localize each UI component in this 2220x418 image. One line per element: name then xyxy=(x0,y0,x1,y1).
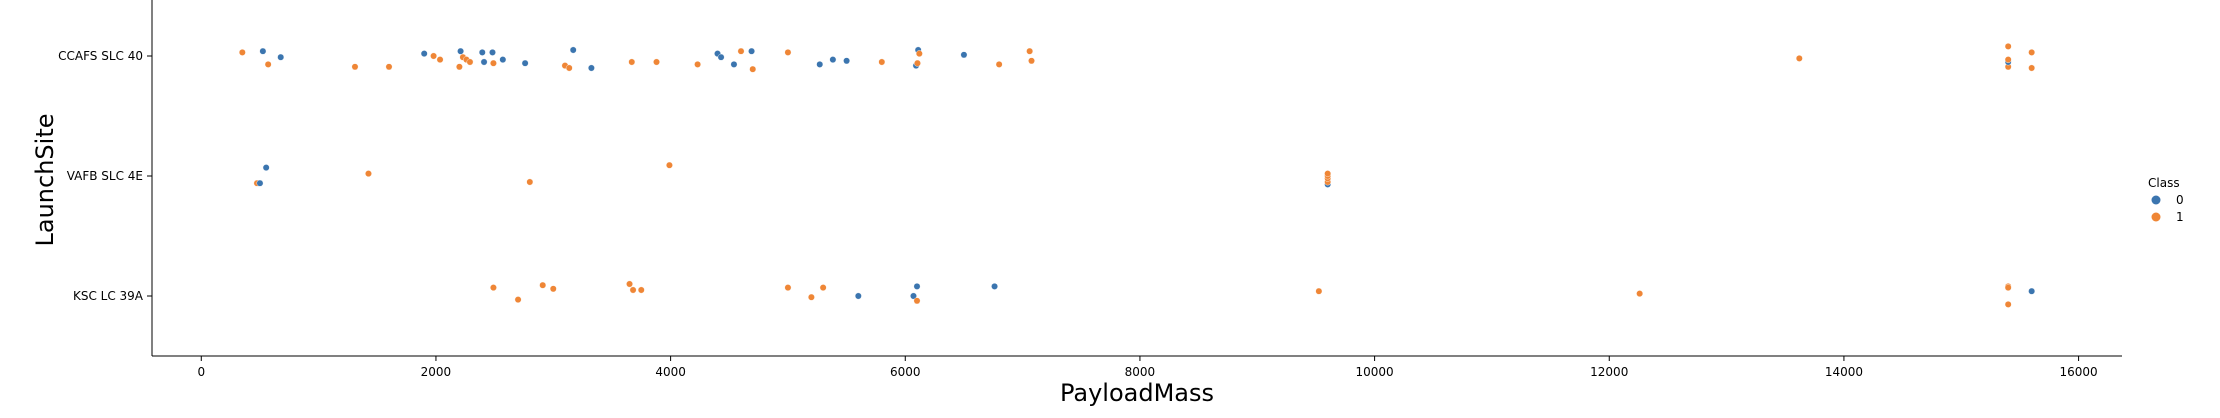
legend-label: 0 xyxy=(2176,193,2184,207)
data-point-class-1 xyxy=(549,285,557,293)
data-point-class-1 xyxy=(456,63,463,71)
x-tick-label: 8000 xyxy=(1125,365,1156,379)
data-point-class-0 xyxy=(499,56,507,63)
data-point-class-1 xyxy=(385,63,393,71)
data-point-class-1 xyxy=(784,284,792,291)
data-point-class-1 xyxy=(1315,287,1323,295)
data-point-class-0 xyxy=(256,179,264,187)
data-point-class-1 xyxy=(878,58,886,66)
data-point-class-0 xyxy=(262,164,270,172)
legend-marker-1 xyxy=(2151,212,2161,222)
data-point-class-1 xyxy=(628,58,636,66)
data-point-class-1 xyxy=(749,65,757,73)
data-point-class-1 xyxy=(913,297,921,305)
data-point-class-1 xyxy=(2004,56,2012,63)
data-point-class-0 xyxy=(960,51,968,59)
data-point-class-1 xyxy=(565,64,573,72)
data-point-class-1 xyxy=(737,47,745,55)
data-point-class-0 xyxy=(489,49,496,56)
plot-area: 0 2000 4000 6000 8000 10000 12000 14000 16000 CC… xyxy=(58,0,2122,379)
data-point-class-1 xyxy=(430,52,437,60)
legend: Class 0 1 xyxy=(2148,176,2184,224)
legend-title: Class xyxy=(2148,176,2180,190)
data-point-class-0 xyxy=(2028,287,2036,295)
data-point-class-1 xyxy=(264,61,272,68)
data-point-class-1 xyxy=(637,286,645,294)
data-point-class-0 xyxy=(569,46,577,54)
data-point-class-0 xyxy=(910,292,917,300)
data-point-class-1 xyxy=(629,286,637,294)
y-tick-label: CCAFS SLC 40 xyxy=(58,49,143,63)
data-point-class-1 xyxy=(490,284,497,291)
data-point-class-0 xyxy=(816,61,824,68)
y-ticks: CCAFS SLC 40 VAFB SLC 4E KSC LC 39A xyxy=(58,49,152,303)
x-tick-label: 0 xyxy=(197,365,205,379)
data-point-class-1 xyxy=(238,49,246,56)
data-point-class-1 xyxy=(1324,170,1332,178)
x-tick-label: 4000 xyxy=(655,365,686,379)
data-point-class-0 xyxy=(717,53,725,61)
data-point-class-0 xyxy=(843,57,851,65)
x-tick-label: 6000 xyxy=(890,365,921,379)
data-point-class-0 xyxy=(854,292,862,300)
data-point-class-1 xyxy=(653,58,660,66)
data-point-class-0 xyxy=(991,282,998,290)
data-point-class-1 xyxy=(808,293,815,301)
legend-label: 1 xyxy=(2176,210,2184,224)
data-point-class-1 xyxy=(694,61,701,68)
data-point-class-0 xyxy=(478,49,486,56)
data-point-class-1 xyxy=(995,61,1003,68)
data-point-class-1 xyxy=(365,170,372,178)
data-point-class-1 xyxy=(2004,284,2012,291)
data-point-class-1 xyxy=(2004,300,2012,308)
data-point-class-1 xyxy=(2028,49,2036,56)
data-point-class-1 xyxy=(436,56,444,63)
data-point-class-1 xyxy=(466,58,474,66)
x-tick-label: 14000 xyxy=(1825,365,1863,379)
data-point-class-0 xyxy=(259,47,267,55)
data-point-class-0 xyxy=(913,282,921,290)
data-point-class-1 xyxy=(2028,64,2036,72)
data-point-class-1 xyxy=(351,63,359,71)
data-points xyxy=(238,43,2036,308)
x-ticks: 0 2000 4000 6000 8000 10000 12000 14000 16000 xyxy=(197,356,2098,379)
y-axis-title: LaunchSite xyxy=(31,114,59,247)
data-point-class-0 xyxy=(730,61,738,68)
data-point-class-1 xyxy=(1795,55,1803,62)
data-point-class-0 xyxy=(277,53,285,61)
data-point-class-0 xyxy=(829,56,837,63)
data-point-class-0 xyxy=(748,47,755,55)
data-point-class-1 xyxy=(2004,43,2012,50)
y-tick-label: KSC LC 39A xyxy=(73,289,144,303)
x-axis-title: PayloadMass xyxy=(1060,379,1214,407)
data-point-class-1 xyxy=(915,50,923,57)
y-tick-label: VAFB SLC 4E xyxy=(67,169,143,183)
data-point-class-0 xyxy=(521,59,529,67)
data-point-class-1 xyxy=(626,280,633,288)
data-point-class-0 xyxy=(457,47,464,55)
data-point-class-1 xyxy=(526,178,534,186)
data-point-class-1 xyxy=(514,296,522,303)
data-point-class-1 xyxy=(666,161,673,169)
data-point-class-1 xyxy=(1636,290,1644,297)
x-tick-label: 16000 xyxy=(2059,365,2097,379)
data-point-class-0 xyxy=(588,64,595,72)
data-point-class-1 xyxy=(539,281,547,289)
data-point-class-1 xyxy=(914,59,921,67)
data-point-class-1 xyxy=(1026,47,1034,55)
data-point-class-1 xyxy=(490,59,497,67)
x-tick-label: 10000 xyxy=(1356,365,1394,379)
data-point-class-1 xyxy=(819,284,827,291)
legend-marker-0 xyxy=(2151,195,2161,205)
data-point-class-0 xyxy=(420,50,428,57)
data-point-class-1 xyxy=(784,49,792,56)
data-point-class-1 xyxy=(1028,57,1035,65)
data-point-class-0 xyxy=(480,58,488,66)
x-tick-label: 2000 xyxy=(421,365,452,379)
x-tick-label: 12000 xyxy=(1590,365,1628,379)
